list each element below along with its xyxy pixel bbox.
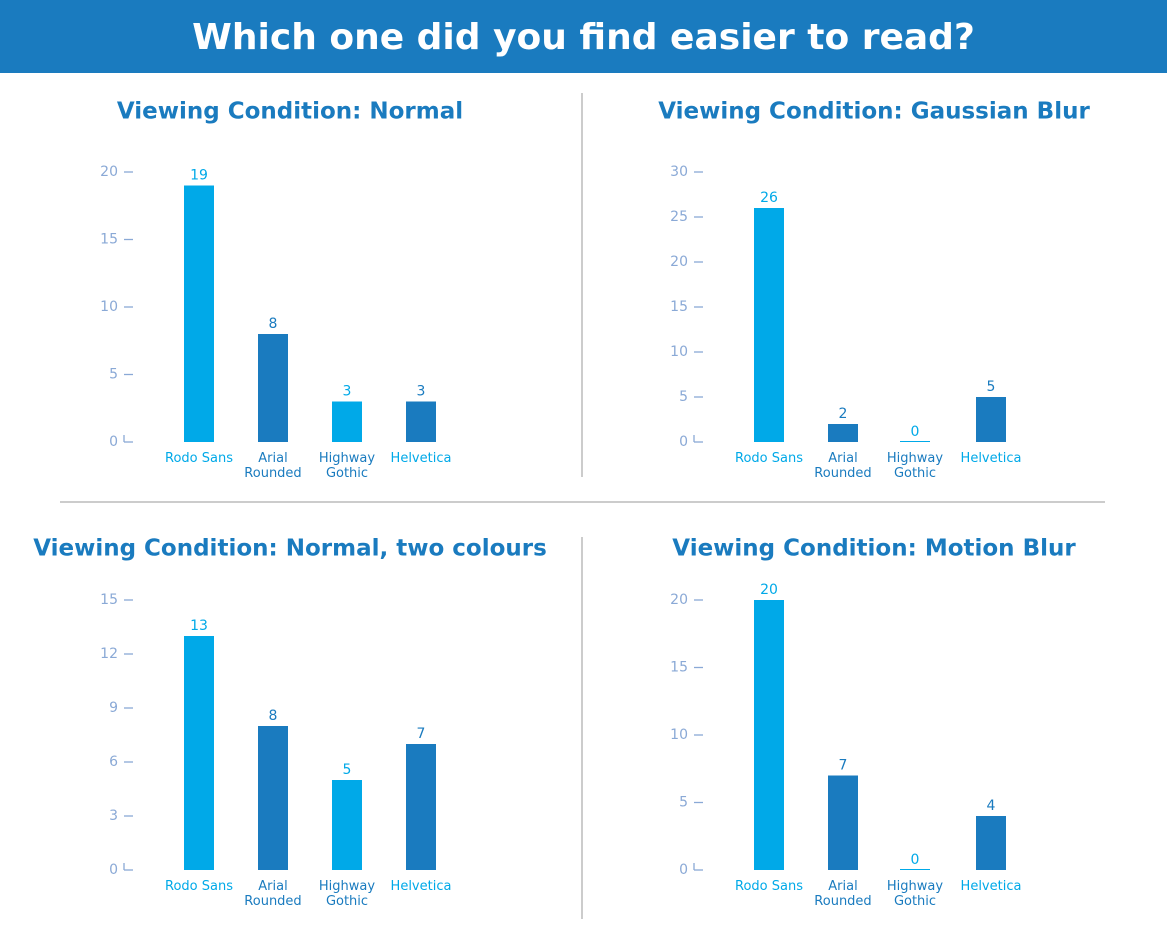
x-tick-label: Rodo Sans: [735, 451, 803, 466]
y-tick-label: 25: [670, 209, 688, 225]
x-tick-label: Highway Gothic: [886, 451, 944, 481]
bar: [828, 775, 858, 870]
x-tick-label: Rodo Sans: [165, 451, 233, 466]
bar: [754, 208, 784, 442]
bar: [406, 401, 436, 442]
value-label: 7: [839, 758, 848, 774]
x-tick-label: Highway Gothic: [318, 879, 376, 909]
y-tick-label: 0: [679, 862, 688, 878]
bar: [406, 744, 436, 870]
bar: [976, 816, 1006, 870]
value-label: 3: [343, 384, 352, 400]
value-label: 5: [343, 762, 352, 778]
bar: [258, 726, 288, 870]
x-tick-label: Helvetica: [390, 879, 452, 894]
x-tick-label: Helvetica: [960, 451, 1022, 466]
bar: [332, 780, 362, 870]
y-tick-label: 20: [670, 592, 688, 608]
bar: [900, 869, 930, 870]
value-label: 3: [417, 384, 426, 400]
y-tick-label: 0: [109, 862, 118, 878]
y-tick-label: 10: [670, 344, 688, 360]
y-tick-label: 10: [100, 299, 118, 315]
x-tick-label: Highway Gothic: [318, 451, 376, 481]
chart-title: Viewing Condition: Motion Blur: [672, 536, 1076, 562]
value-label: 8: [269, 708, 278, 724]
bar: [828, 424, 858, 442]
page-title: Which one did you find easier to read?: [0, 0, 1167, 73]
chart-title: Viewing Condition: Normal: [117, 99, 463, 125]
x-tick-label: Helvetica: [390, 451, 452, 466]
y-tick-label: 6: [109, 754, 118, 770]
x-tick-label: Highway Gothic: [886, 879, 944, 909]
y-tick-label: 20: [670, 254, 688, 270]
y-tick-label: 12: [100, 646, 118, 662]
y-tick-label: 9: [109, 700, 118, 716]
value-label: 2: [839, 406, 848, 422]
bar: [184, 185, 214, 442]
value-label: 4: [987, 798, 996, 814]
y-tick-label: 5: [679, 795, 688, 811]
value-label: 19: [190, 168, 208, 184]
bar: [184, 636, 214, 870]
y-tick-label: 15: [100, 592, 118, 608]
value-label: 0: [911, 852, 920, 868]
bar: [754, 600, 784, 870]
y-tick-label: 0: [679, 434, 688, 450]
y-tick-label: 5: [109, 367, 118, 383]
x-tick-label: Arial Rounded: [814, 451, 872, 481]
value-label: 0: [911, 424, 920, 440]
x-tick-label: Arial Rounded: [244, 451, 302, 481]
value-label: 13: [190, 618, 208, 634]
y-tick-label: 15: [670, 660, 688, 676]
y-tick-label: 3: [109, 808, 118, 824]
chart-title: Viewing Condition: Normal, two colours: [33, 536, 547, 562]
bar: [900, 441, 930, 442]
bar: [332, 401, 362, 442]
bar: [258, 334, 288, 442]
value-label: 20: [760, 582, 778, 598]
y-tick-label: 15: [100, 232, 118, 248]
y-tick-label: 15: [670, 299, 688, 315]
value-label: 8: [269, 316, 278, 332]
chart-title: Viewing Condition: Gaussian Blur: [658, 99, 1090, 125]
x-tick-label: Rodo Sans: [165, 879, 233, 894]
y-tick-label: 10: [670, 727, 688, 743]
y-tick-label: 5: [679, 389, 688, 405]
value-label: 5: [987, 379, 996, 395]
value-label: 26: [760, 190, 778, 206]
y-tick-label: 20: [100, 164, 118, 180]
x-tick-label: Rodo Sans: [735, 879, 803, 894]
value-label: 7: [417, 726, 426, 742]
x-tick-label: Helvetica: [960, 879, 1022, 894]
bar: [976, 397, 1006, 442]
x-tick-label: Arial Rounded: [244, 879, 302, 909]
y-tick-label: 30: [670, 164, 688, 180]
y-tick-label: 0: [109, 434, 118, 450]
x-tick-label: Arial Rounded: [814, 879, 872, 909]
